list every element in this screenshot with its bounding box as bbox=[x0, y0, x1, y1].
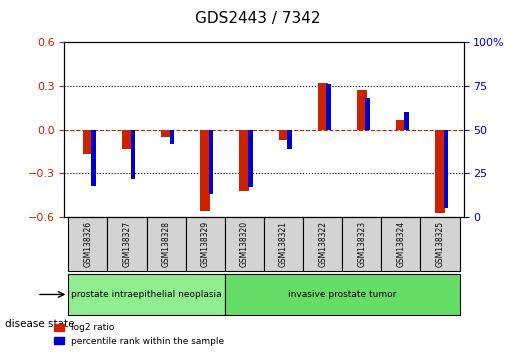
Text: GSM138328: GSM138328 bbox=[162, 221, 170, 267]
Bar bbox=[91, 130, 96, 185]
Text: invasive prostate tumor: invasive prostate tumor bbox=[288, 290, 397, 299]
Legend: log2 ratio, percentile rank within the sample: log2 ratio, percentile rank within the s… bbox=[51, 320, 228, 349]
Bar bbox=[161, 130, 171, 137]
Bar bbox=[279, 130, 288, 140]
Bar bbox=[318, 83, 328, 130]
Text: prostate intraepithelial neoplasia: prostate intraepithelial neoplasia bbox=[71, 290, 222, 299]
FancyBboxPatch shape bbox=[68, 274, 225, 315]
Text: GSM138324: GSM138324 bbox=[397, 221, 405, 267]
Bar bbox=[443, 130, 448, 208]
FancyBboxPatch shape bbox=[225, 274, 459, 315]
FancyBboxPatch shape bbox=[342, 217, 381, 271]
Text: GSM138327: GSM138327 bbox=[123, 221, 131, 267]
Bar bbox=[365, 98, 370, 130]
Bar bbox=[287, 130, 291, 149]
Bar bbox=[357, 91, 367, 130]
Text: disease state: disease state bbox=[5, 319, 75, 329]
Bar bbox=[248, 130, 252, 187]
Text: GSM138321: GSM138321 bbox=[279, 221, 288, 267]
Bar bbox=[169, 130, 175, 144]
Bar bbox=[326, 84, 331, 130]
FancyBboxPatch shape bbox=[147, 217, 186, 271]
FancyBboxPatch shape bbox=[108, 217, 147, 271]
Bar bbox=[122, 130, 132, 149]
Bar bbox=[83, 130, 93, 154]
FancyBboxPatch shape bbox=[420, 217, 459, 271]
Bar bbox=[200, 130, 210, 211]
FancyBboxPatch shape bbox=[381, 217, 420, 271]
Bar bbox=[404, 112, 409, 130]
Text: GSM138325: GSM138325 bbox=[436, 221, 444, 267]
Bar bbox=[130, 130, 135, 178]
Text: GSM138320: GSM138320 bbox=[240, 221, 249, 267]
Text: GSM138329: GSM138329 bbox=[201, 221, 210, 267]
Text: GDS2443 / 7342: GDS2443 / 7342 bbox=[195, 11, 320, 25]
Text: GSM138326: GSM138326 bbox=[83, 221, 92, 267]
Text: GSM138323: GSM138323 bbox=[357, 221, 366, 267]
Bar bbox=[239, 130, 249, 191]
Bar bbox=[435, 130, 445, 212]
Bar bbox=[396, 120, 406, 130]
FancyBboxPatch shape bbox=[186, 217, 225, 271]
FancyBboxPatch shape bbox=[303, 217, 342, 271]
Text: GSM138322: GSM138322 bbox=[318, 221, 327, 267]
FancyBboxPatch shape bbox=[264, 217, 303, 271]
Bar bbox=[209, 130, 213, 194]
FancyBboxPatch shape bbox=[225, 217, 264, 271]
FancyBboxPatch shape bbox=[68, 217, 108, 271]
